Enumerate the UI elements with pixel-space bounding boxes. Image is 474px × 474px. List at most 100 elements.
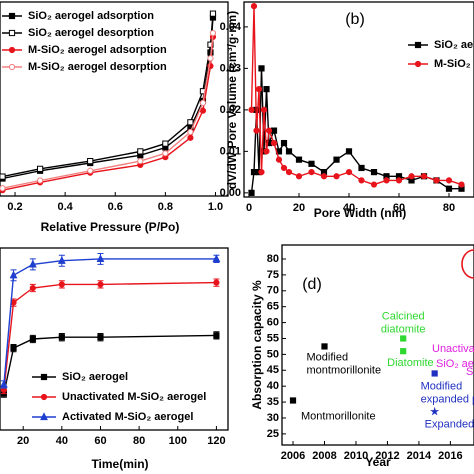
marker: [308, 169, 315, 176]
x-tick-label: 2016: [438, 450, 462, 462]
point-label: Calcined: [382, 310, 425, 322]
y-tick-label: 0.00: [220, 187, 241, 199]
marker: [36, 165, 44, 172]
marker: [280, 139, 288, 147]
marker: [258, 169, 265, 176]
marker: [345, 148, 353, 155]
marker: [430, 406, 440, 416]
x-tick-label: 2008: [312, 450, 336, 462]
point-label: Expanded p: [425, 419, 474, 431]
marker: [265, 127, 273, 134]
series-line: [2, 17, 214, 180]
y-tick-label: 0.01: [220, 145, 241, 157]
marker: [255, 86, 263, 93]
marker: [36, 177, 44, 184]
marker: [248, 106, 255, 113]
marker: [209, 10, 217, 17]
series-line: [3, 281, 217, 391]
y-tick-label: 60: [267, 316, 279, 328]
y-tick-label: 0.03: [220, 62, 241, 74]
marker: [187, 128, 194, 136]
x-tick-label: 60: [393, 202, 405, 214]
marker: [408, 173, 415, 180]
marker: [96, 254, 105, 263]
marker: [285, 148, 293, 155]
y-axis-label: Absorption capacity %: [250, 280, 264, 410]
series-line: [3, 334, 217, 394]
marker: [213, 332, 220, 339]
marker: [162, 140, 169, 147]
marker: [358, 177, 365, 184]
y-axis-label: dV/dW Pore Volume (cm³/g·nm): [225, 11, 239, 189]
marker: [260, 106, 268, 113]
y-tick-label: 50: [267, 348, 279, 360]
plot-frame: [281, 244, 474, 446]
y-tick-label: 45: [267, 364, 279, 376]
point-label: diatomite: [381, 323, 426, 335]
marker: [137, 157, 144, 165]
marker: [383, 177, 390, 184]
marker: [97, 281, 104, 288]
marker: [270, 139, 278, 147]
legend-label: M-SiO₂ a: [434, 58, 474, 70]
marker: [400, 335, 407, 342]
x-tick-label: 40: [56, 435, 68, 447]
marker: [400, 348, 407, 355]
legend-label: M-SiO₂ aerogel adsorption: [28, 44, 167, 56]
x-tick-label: 0.6: [108, 201, 123, 213]
annotation: Unactivat: [432, 343, 474, 355]
marker: [321, 343, 328, 350]
y-tick-label: 55: [267, 332, 279, 344]
marker: [28, 259, 37, 268]
x-axis-label: Pore Width (nm): [314, 206, 407, 220]
marker: [29, 335, 36, 343]
marker: [295, 173, 303, 180]
marker: [370, 169, 378, 176]
marker: [263, 148, 270, 155]
marker: [137, 148, 144, 155]
legend-label: M-SiO₂ aerogel desorption: [28, 61, 167, 73]
marker: [295, 156, 303, 163]
point-label: Modified: [306, 351, 348, 363]
legend-label: SiO₂ aerogel desorption: [28, 27, 154, 39]
marker: [458, 181, 465, 188]
point-label: montmorillonite: [306, 364, 381, 376]
marker: [414, 60, 422, 68]
legend-label: SiO₂ aerogel adsorption: [28, 10, 154, 22]
marker: [289, 397, 297, 404]
marker: [308, 160, 315, 167]
x-tick-label: 2014: [407, 450, 432, 462]
marker: [370, 181, 378, 188]
marker: [58, 334, 65, 341]
x-tick-label: 2006: [281, 450, 305, 462]
marker: [10, 345, 17, 352]
x-tick-label: 20: [293, 202, 305, 214]
y-tick-label: 40: [267, 380, 279, 392]
marker: [358, 164, 365, 172]
marker: [333, 156, 340, 163]
series-line: [3, 258, 217, 385]
marker: [29, 284, 36, 292]
marker: [8, 12, 16, 20]
marker: [420, 173, 428, 180]
marker: [87, 167, 94, 174]
x-axis-label: Relative Pressure (P/Po): [41, 220, 180, 234]
marker: [97, 334, 104, 341]
y-tick-label: 0.02: [220, 104, 241, 116]
marker: [58, 281, 65, 288]
marker: [8, 63, 16, 71]
legend-label: SiO₂ aerogel: [62, 371, 128, 383]
plot-frame: [243, 1, 474, 198]
x-tick-label: 60: [94, 435, 106, 447]
marker: [433, 177, 440, 184]
marker: [187, 119, 194, 126]
series-line: [250, 6, 462, 186]
x-tick-label: 0.4: [57, 201, 73, 213]
y-tick-label: 30: [267, 412, 279, 424]
x-tick-label: 0.2: [7, 201, 22, 213]
marker: [250, 3, 258, 10]
annotation: SiO₂ aeroge: [436, 358, 474, 370]
x-axis-label: Year: [365, 455, 391, 469]
marker: [187, 134, 194, 141]
